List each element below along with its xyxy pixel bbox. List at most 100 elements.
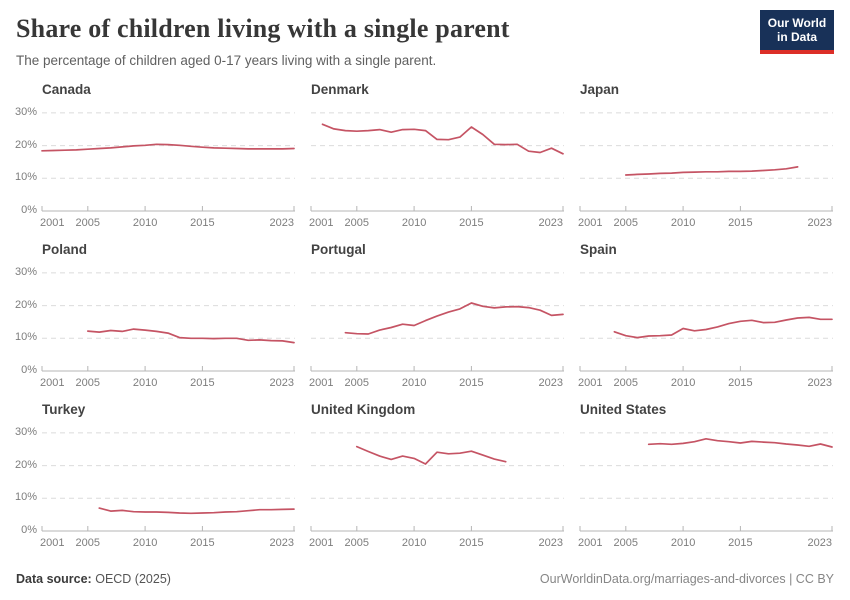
x-tick-label: 2010 (671, 377, 695, 389)
series-line (98, 507, 295, 515)
x-tick-label: 2001 (40, 537, 64, 549)
x-tick-label: 2005 (345, 537, 369, 549)
data-source-value: OECD (2025) (95, 572, 171, 586)
y-tick-label: 10% (14, 171, 37, 184)
x-tick-label: 2001 (578, 377, 602, 389)
x-tick-label: 2005 (76, 537, 100, 549)
series-line (41, 143, 295, 152)
chart-canada: Canada 2001 2005 2010 2015 2023 0% 10% 20% 30% (15, 82, 295, 232)
owid-logo[interactable]: Our World in Data (760, 10, 834, 54)
x-tick-label: 2001 (309, 217, 333, 229)
y-tick-label: 20% (14, 298, 37, 311)
series-line (344, 302, 564, 335)
data-source: Data source: OECD (2025) (16, 572, 171, 586)
portugal-line-chart: 2001 2005 2010 2015 2023 (309, 272, 564, 389)
x-tick-label: 2023 (808, 537, 832, 549)
x-tick-label: 2005 (614, 217, 638, 229)
y-tick-label: 0% (21, 364, 37, 376)
japan-line-chart: 2001 2005 2010 2015 2023 (578, 112, 833, 229)
x-tick-label: 2023 (539, 537, 563, 549)
x-tick-label: 2010 (133, 377, 157, 389)
plot-united-states: 2001 2005 2010 2015 2023 (578, 420, 833, 552)
turkey-line-chart: 2001 2005 2010 2015 2023 (40, 432, 295, 549)
series-line (624, 166, 799, 176)
united-kingdom-line-chart: 2001 2005 2010 2015 2023 (309, 432, 564, 549)
x-tick-label: 2005 (345, 217, 369, 229)
plot-denmark: 2001 2005 2010 2015 2023 (309, 100, 564, 232)
x-tick-label: 2023 (270, 217, 294, 229)
series-line (613, 316, 833, 339)
x-tick-label: 2001 (578, 217, 602, 229)
x-tick-label: 2001 (40, 217, 64, 229)
owid-logo-line2: in Data (776, 30, 817, 44)
y-tick-label: 30% (14, 105, 37, 118)
charts-grid: Canada 2001 2005 2010 2015 2023 0% 10% 20% 30% D… (15, 82, 834, 552)
y-tick-label: 30% (14, 265, 37, 278)
x-tick-label: 2005 (614, 377, 638, 389)
page-title: Share of children living with a single p… (16, 14, 510, 43)
canada-line-chart: 2001 2005 2010 2015 2023 (40, 112, 295, 229)
x-tick-label: 2010 (133, 537, 157, 549)
x-tick-label: 2005 (76, 377, 100, 389)
x-tick-label: 2001 (578, 537, 602, 549)
plot-united-kingdom: 2001 2005 2010 2015 2023 (309, 420, 564, 552)
series-line (355, 445, 507, 465)
x-tick-label: 2015 (728, 537, 752, 549)
chart-title-poland: Poland (42, 242, 88, 257)
chart-title-spain: Spain (580, 242, 617, 257)
x-tick-label: 2015 (190, 537, 214, 549)
x-tick-label: 2015 (190, 377, 214, 389)
x-tick-label: 2015 (728, 217, 752, 229)
chart-title-canada: Canada (42, 82, 91, 97)
x-tick-label: 2005 (614, 537, 638, 549)
x-tick-label: 2015 (459, 377, 483, 389)
poland-line-chart: 2001 2005 2010 2015 2023 (40, 272, 295, 389)
chart-title-united-states: United States (580, 402, 667, 417)
chart-united-states: United States 2001 2005 2010 2015 2023 (578, 402, 833, 552)
chart-title-portugal: Portugal (311, 242, 366, 257)
x-tick-label: 2015 (190, 217, 214, 229)
owid-footer-link[interactable]: OurWorldinData.org/marriages-and-divorce… (539, 572, 834, 586)
x-tick-label: 2023 (808, 217, 832, 229)
x-tick-label: 2010 (671, 537, 695, 549)
page-subtitle: The percentage of children aged 0-17 yea… (16, 53, 437, 68)
denmark-line-chart: 2001 2005 2010 2015 2023 (309, 112, 564, 229)
chart-united-kingdom: United Kingdom 2001 2005 2010 2015 2023 (309, 402, 564, 552)
y-tick-label: 20% (14, 458, 37, 471)
plot-canada: 2001 2005 2010 2015 2023 0% 10% 20% 30% (15, 100, 295, 232)
x-tick-label: 2015 (728, 377, 752, 389)
y-tick-label: 10% (14, 331, 37, 344)
chart-title-japan: Japan (580, 82, 620, 97)
plot-spain: 2001 2005 2010 2015 2023 (578, 260, 833, 392)
x-tick-label: 2023 (539, 377, 563, 389)
x-tick-label: 2001 (40, 377, 64, 389)
x-tick-label: 2005 (76, 217, 100, 229)
chart-japan: Japan 2001 2005 2010 2015 2023 (578, 82, 833, 232)
united-states-line-chart: 2001 2005 2010 2015 2023 (578, 432, 833, 549)
chart-spain: Spain 2001 2005 2010 2015 2023 (578, 242, 833, 392)
y-tick-label: 30% (14, 425, 37, 438)
x-tick-label: 2010 (133, 217, 157, 229)
chart-poland: Poland 2001 2005 2010 2015 2023 0% 10% 20% 30% (15, 242, 295, 392)
spain-line-chart: 2001 2005 2010 2015 2023 (578, 272, 833, 389)
x-tick-label: 2023 (539, 217, 563, 229)
chart-turkey: Turkey 2001 2005 2010 2015 2023 0% 10% 20% 30% (15, 402, 295, 552)
chart-title-united-kingdom: United Kingdom (311, 402, 416, 417)
x-tick-label: 2023 (808, 377, 832, 389)
plot-japan: 2001 2005 2010 2015 2023 (578, 100, 833, 232)
y-tick-label: 10% (14, 491, 37, 504)
owid-logo-line1: Our World (767, 15, 827, 30)
plot-poland: 2001 2005 2010 2015 2023 0% 10% 20% 30% (15, 260, 295, 392)
x-tick-label: 2023 (270, 377, 294, 389)
chart-title-turkey: Turkey (42, 402, 86, 417)
plot-portugal: 2001 2005 2010 2015 2023 (309, 260, 564, 392)
y-tick-label: 0% (21, 524, 37, 536)
series-line (86, 328, 295, 344)
header: Share of children living with a single p… (0, 0, 850, 68)
x-tick-label: 2005 (345, 377, 369, 389)
y-tick-label: 20% (14, 138, 37, 151)
series-line (321, 123, 564, 155)
x-tick-label: 2010 (402, 217, 426, 229)
footer: Data source: OECD (2025) OurWorldinData.… (16, 572, 834, 586)
x-tick-label: 2015 (459, 537, 483, 549)
